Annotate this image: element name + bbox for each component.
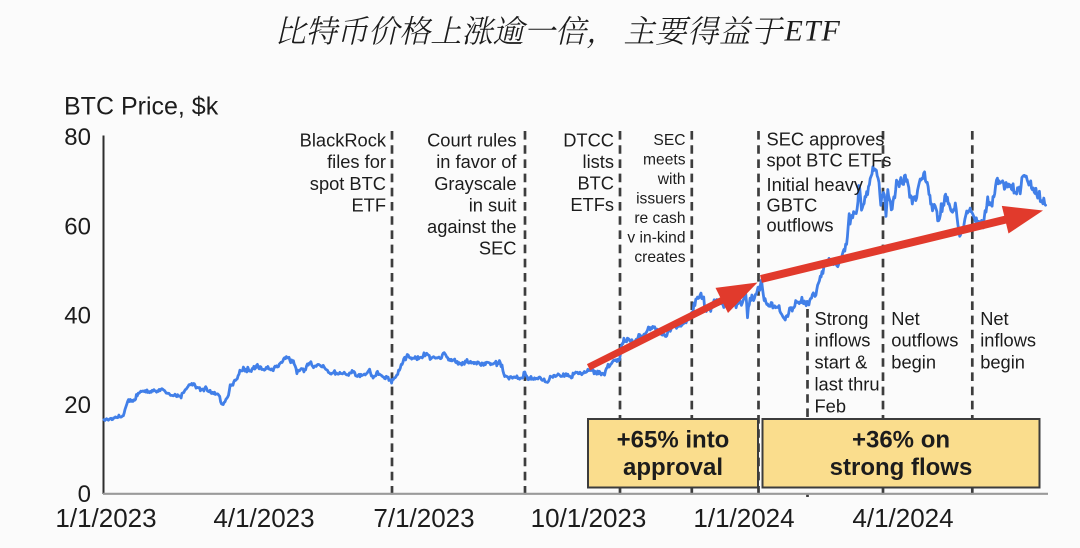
svg-text:creates: creates: [634, 249, 685, 266]
svg-text:GBTC: GBTC: [767, 194, 818, 215]
svg-text:issuers: issuers: [636, 191, 686, 208]
svg-text:SEC approves: SEC approves: [767, 128, 885, 149]
svg-text:DTCC: DTCC: [563, 130, 614, 151]
svg-text:inflows: inflows: [980, 330, 1036, 351]
svg-text:1/1/2024: 1/1/2024: [693, 503, 794, 533]
svg-text:strong flows: strong flows: [830, 454, 973, 481]
svg-text:4/1/2024: 4/1/2024: [852, 503, 953, 533]
svg-text:7/1/2023: 7/1/2023: [373, 503, 474, 533]
svg-text:Net: Net: [980, 308, 1008, 329]
svg-text:+36% on: +36% on: [852, 427, 950, 454]
svg-text:ETFs: ETFs: [570, 194, 614, 215]
svg-text:v in-kind: v in-kind: [627, 230, 685, 247]
svg-text:Grayscale: Grayscale: [434, 173, 516, 194]
svg-text:BTC: BTC: [577, 173, 614, 194]
svg-text:20: 20: [64, 392, 91, 419]
svg-text:Feb: Feb: [815, 395, 847, 416]
svg-text:outflows: outflows: [767, 215, 834, 236]
svg-text:SEC: SEC: [479, 238, 517, 259]
svg-text:+65% into: +65% into: [617, 427, 730, 454]
svg-text:lists: lists: [583, 151, 614, 172]
svg-text:against the: against the: [427, 216, 516, 237]
svg-text:last thru: last thru: [815, 374, 880, 395]
svg-text:40: 40: [64, 303, 91, 330]
svg-text:files for: files for: [327, 151, 386, 172]
svg-text:begin: begin: [980, 352, 1025, 373]
svg-text:meets: meets: [643, 152, 686, 169]
svg-text:ETF: ETF: [351, 194, 386, 215]
svg-text:1/1/2023: 1/1/2023: [55, 503, 156, 533]
svg-text:with: with: [657, 171, 686, 188]
svg-text:inflows: inflows: [815, 330, 871, 351]
svg-text:spot BTC: spot BTC: [310, 173, 386, 194]
svg-text:BlackRock: BlackRock: [300, 130, 387, 151]
svg-text:Court rules: Court rules: [427, 130, 516, 151]
svg-text:BTC Price, $k: BTC Price, $k: [64, 93, 219, 121]
svg-text:60: 60: [64, 213, 91, 240]
svg-text:10/1/2023: 10/1/2023: [531, 503, 647, 533]
svg-text:Net: Net: [891, 308, 919, 329]
svg-text:Strong: Strong: [815, 308, 869, 329]
svg-text:80: 80: [64, 124, 91, 151]
svg-text:in favor of: in favor of: [436, 151, 517, 172]
svg-text:0: 0: [78, 481, 91, 508]
svg-text:in suit: in suit: [469, 194, 517, 215]
svg-text:approval: approval: [623, 454, 723, 481]
svg-text:re cash: re cash: [634, 210, 685, 227]
svg-text:Initial heavy: Initial heavy: [767, 174, 864, 195]
svg-text:spot BTC ETFs: spot BTC ETFs: [767, 149, 892, 170]
svg-text:ETF: ETF: [784, 14, 841, 47]
svg-text:4/1/2023: 4/1/2023: [213, 503, 314, 533]
svg-text:begin: begin: [891, 352, 936, 373]
svg-text:SEC: SEC: [653, 132, 685, 149]
svg-text:start &: start &: [815, 352, 868, 373]
svg-text:outflows: outflows: [891, 330, 958, 351]
